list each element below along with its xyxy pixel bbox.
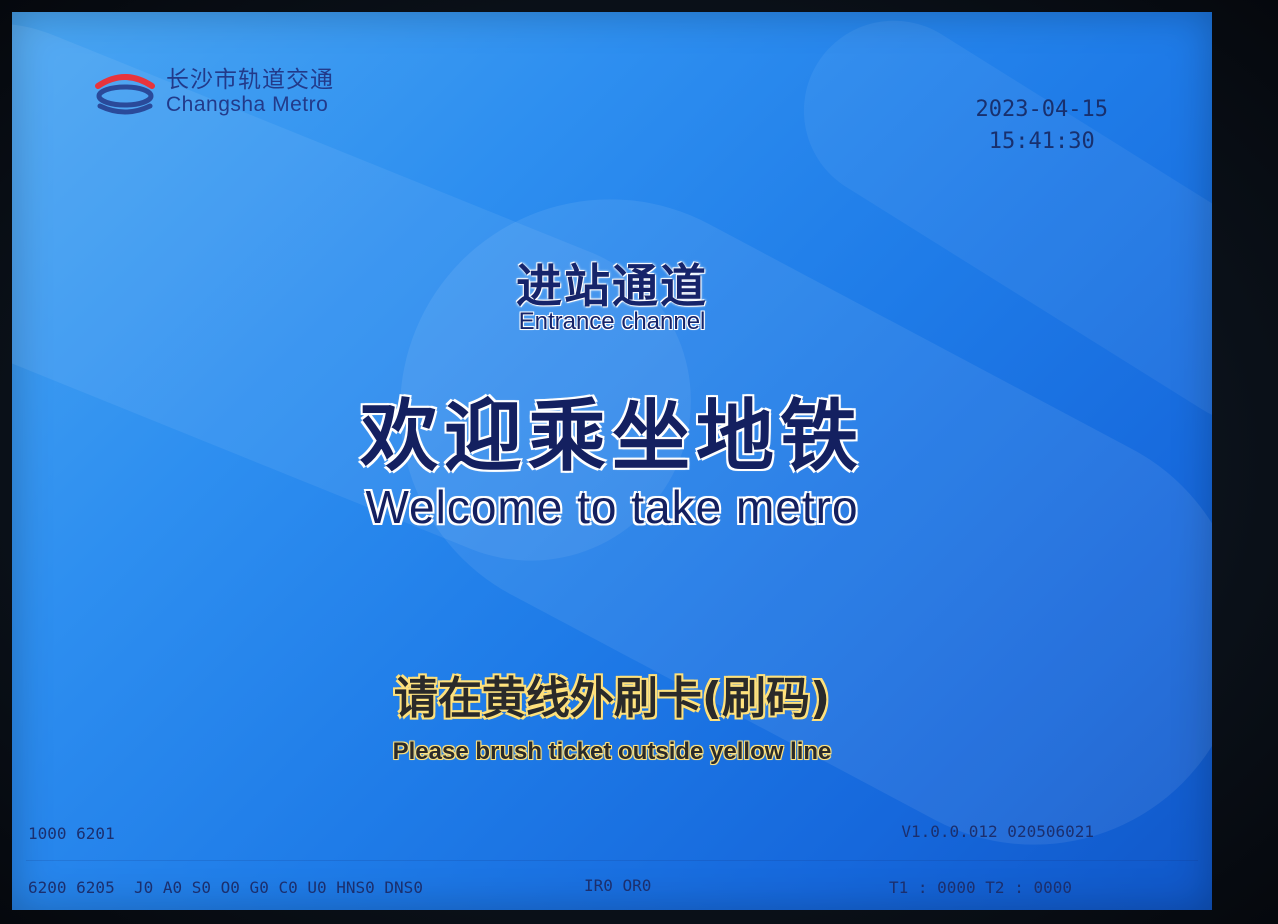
brand-name-en: Changsha Metro	[166, 93, 329, 116]
changsha-metro-logo: 长沙市轨道交通 Changsha Metro	[90, 64, 334, 120]
instruction-text-cn: 请在黄线外刷卡(刷码)	[393, 673, 831, 724]
welcome-title-en: Welcome to take metro	[365, 481, 859, 533]
timer-readout: T1 : 0000 T2 : 0000	[888, 878, 1072, 897]
software-version: V1.0.0.012 020506021	[901, 822, 1094, 841]
channel-title-cn: 进站通道	[516, 259, 708, 313]
instruction-text-en: Please brush ticket outside yellow line	[392, 738, 832, 765]
channel-title-en: Entrance channel	[518, 308, 706, 335]
device-code: 1000 6201	[28, 824, 115, 843]
ir-or-status: IR0 OR0	[584, 876, 652, 895]
datetime-display: 2023-04-15 15:41:30	[976, 94, 1108, 158]
time-label: 15:41:30	[988, 129, 1095, 154]
gate-display-screen: 长沙市轨道交通 Changsha Metro 2023-04-15 15:41:…	[12, 12, 1212, 910]
status-flags: 6200 6205 J0 A0 S0 O0 G0 C0 U0 HNS0 DNS0	[28, 878, 423, 897]
date-label: 2023-04-15	[975, 97, 1108, 122]
brand-name-cn: 长沙市轨道交通	[166, 67, 334, 93]
status-divider	[26, 860, 1198, 861]
changsha-metro-logo-icon	[95, 74, 155, 115]
welcome-title-cn: 欢迎乘坐地铁	[359, 392, 864, 482]
